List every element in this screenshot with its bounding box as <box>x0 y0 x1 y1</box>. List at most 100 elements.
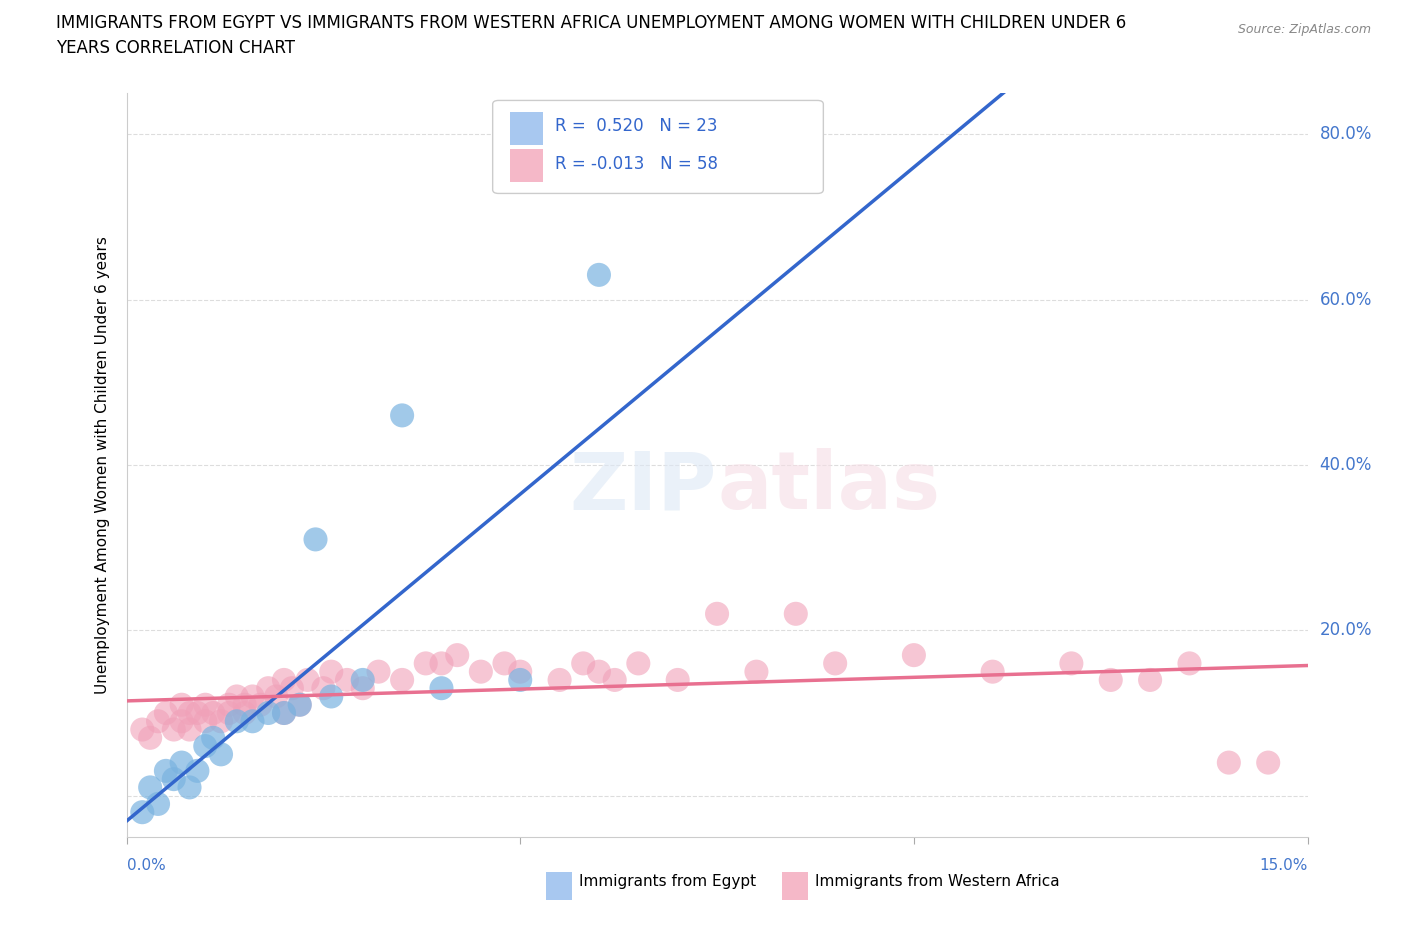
Point <box>1218 755 1240 770</box>
Point <box>588 268 610 283</box>
Point <box>304 532 326 547</box>
Point <box>218 698 240 712</box>
Text: 40.0%: 40.0% <box>1319 456 1372 474</box>
Point <box>155 764 177 778</box>
Point <box>273 706 295 721</box>
Point <box>430 681 453 696</box>
Point <box>415 656 437 671</box>
Point <box>312 681 335 696</box>
Text: R =  0.520   N = 23: R = 0.520 N = 23 <box>555 117 717 136</box>
Point <box>321 664 343 679</box>
Point <box>288 698 311 712</box>
Text: IMMIGRANTS FROM EGYPT VS IMMIGRANTS FROM WESTERN AFRICA UNEMPLOYMENT AMONG WOMEN: IMMIGRANTS FROM EGYPT VS IMMIGRANTS FROM… <box>56 14 1126 32</box>
Point <box>1178 656 1201 671</box>
Text: Immigrants from Egypt: Immigrants from Egypt <box>579 874 756 889</box>
Point <box>170 714 193 729</box>
Point <box>1060 656 1083 671</box>
Point <box>297 672 319 687</box>
Text: 0.0%: 0.0% <box>127 857 166 872</box>
Point <box>249 698 271 712</box>
Point <box>233 706 256 721</box>
Point <box>352 672 374 687</box>
Point <box>257 706 280 721</box>
Point <box>202 706 225 721</box>
Point <box>824 656 846 671</box>
Text: Source: ZipAtlas.com: Source: ZipAtlas.com <box>1237 23 1371 36</box>
Point <box>170 755 193 770</box>
Text: atlas: atlas <box>717 448 941 526</box>
Text: 15.0%: 15.0% <box>1260 857 1308 872</box>
Point <box>706 606 728 621</box>
Bar <box>510 112 544 145</box>
Text: ZIP: ZIP <box>569 448 717 526</box>
Point <box>179 722 201 737</box>
Point <box>139 730 162 745</box>
Point <box>186 706 208 721</box>
Point <box>336 672 359 687</box>
Point <box>233 698 256 712</box>
Point <box>627 656 650 671</box>
Point <box>202 730 225 745</box>
Point <box>745 664 768 679</box>
Point <box>494 656 516 671</box>
FancyBboxPatch shape <box>492 100 824 193</box>
Point <box>1257 755 1279 770</box>
Point <box>146 714 169 729</box>
Point <box>225 714 247 729</box>
Point <box>194 714 217 729</box>
Point <box>194 738 217 753</box>
Point <box>352 681 374 696</box>
Point <box>430 656 453 671</box>
Point <box>391 672 413 687</box>
Point <box>186 764 208 778</box>
Point <box>209 714 232 729</box>
Point <box>194 698 217 712</box>
Point <box>572 656 595 671</box>
Point <box>242 714 264 729</box>
Point <box>273 672 295 687</box>
Point <box>903 647 925 662</box>
Point <box>179 706 201 721</box>
Text: 60.0%: 60.0% <box>1319 291 1372 309</box>
Point <box>288 698 311 712</box>
Point <box>785 606 807 621</box>
Bar <box>510 149 544 182</box>
Point <box>170 698 193 712</box>
Text: Immigrants from Western Africa: Immigrants from Western Africa <box>815 874 1060 889</box>
Point <box>1099 672 1122 687</box>
Bar <box>546 872 572 900</box>
Point <box>264 689 287 704</box>
Point <box>163 722 186 737</box>
Bar <box>782 872 808 900</box>
Point <box>131 804 153 819</box>
Point <box>179 780 201 795</box>
Point <box>225 689 247 704</box>
Text: YEARS CORRELATION CHART: YEARS CORRELATION CHART <box>56 39 295 57</box>
Point <box>131 722 153 737</box>
Point <box>509 664 531 679</box>
Point <box>209 747 232 762</box>
Point <box>666 672 689 687</box>
Point <box>1139 672 1161 687</box>
Text: 20.0%: 20.0% <box>1319 621 1372 639</box>
Point <box>139 780 162 795</box>
Point <box>548 672 571 687</box>
Y-axis label: Unemployment Among Women with Children Under 6 years: Unemployment Among Women with Children U… <box>94 236 110 694</box>
Point <box>163 772 186 787</box>
Point <box>509 672 531 687</box>
Point <box>603 672 626 687</box>
Point <box>273 706 295 721</box>
Point <box>155 706 177 721</box>
Text: 80.0%: 80.0% <box>1319 126 1372 143</box>
Point <box>470 664 492 679</box>
Text: R = -0.013   N = 58: R = -0.013 N = 58 <box>555 154 718 173</box>
Point <box>257 681 280 696</box>
Point <box>242 689 264 704</box>
Point <box>321 689 343 704</box>
Point <box>146 796 169 811</box>
Point <box>391 408 413 423</box>
Point <box>446 647 468 662</box>
Point <box>218 706 240 721</box>
Point <box>588 664 610 679</box>
Point <box>367 664 389 679</box>
